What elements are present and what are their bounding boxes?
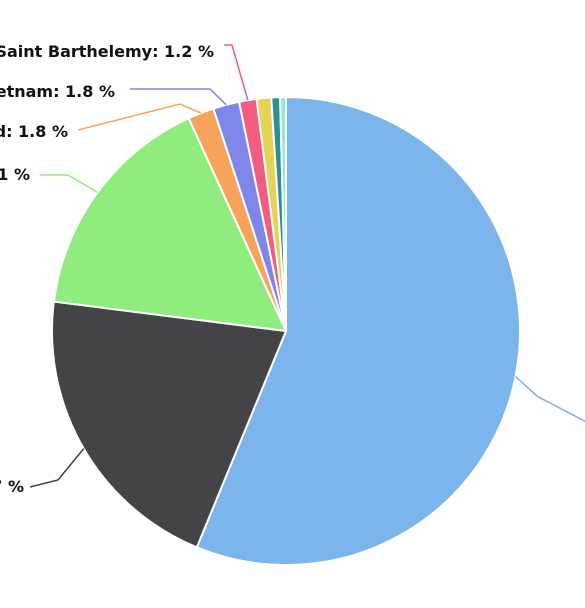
pie-label-3: d: 1.8 % [0, 122, 68, 141]
pie-connector-3 [77, 103, 202, 131]
pie-connector-5 [224, 44, 249, 101]
pie-label-1: 7 % [0, 477, 24, 496]
pie-slice-2[interactable] [52, 117, 287, 332]
pie-connector-1 [29, 448, 85, 488]
pie-label-5: Saint Barthelemy: 1.2 % [0, 42, 214, 61]
pie-connector-2 [40, 174, 98, 194]
pie-slice-8[interactable] [279, 96, 287, 332]
pie-slice-0[interactable] [195, 96, 521, 566]
pie-label-4: etnam: 1.8 % [0, 82, 115, 101]
pie-connector-4 [130, 88, 227, 106]
pie-connector-0 [515, 375, 585, 423]
slices-layer [51, 96, 521, 566]
pie-label-2: 1 % [0, 165, 30, 184]
connectors-layer [29, 44, 585, 488]
labels-layer: 7 % 1 % d: 1.8 % etnam: 1.8 % Saint Barthele… [0, 42, 214, 496]
